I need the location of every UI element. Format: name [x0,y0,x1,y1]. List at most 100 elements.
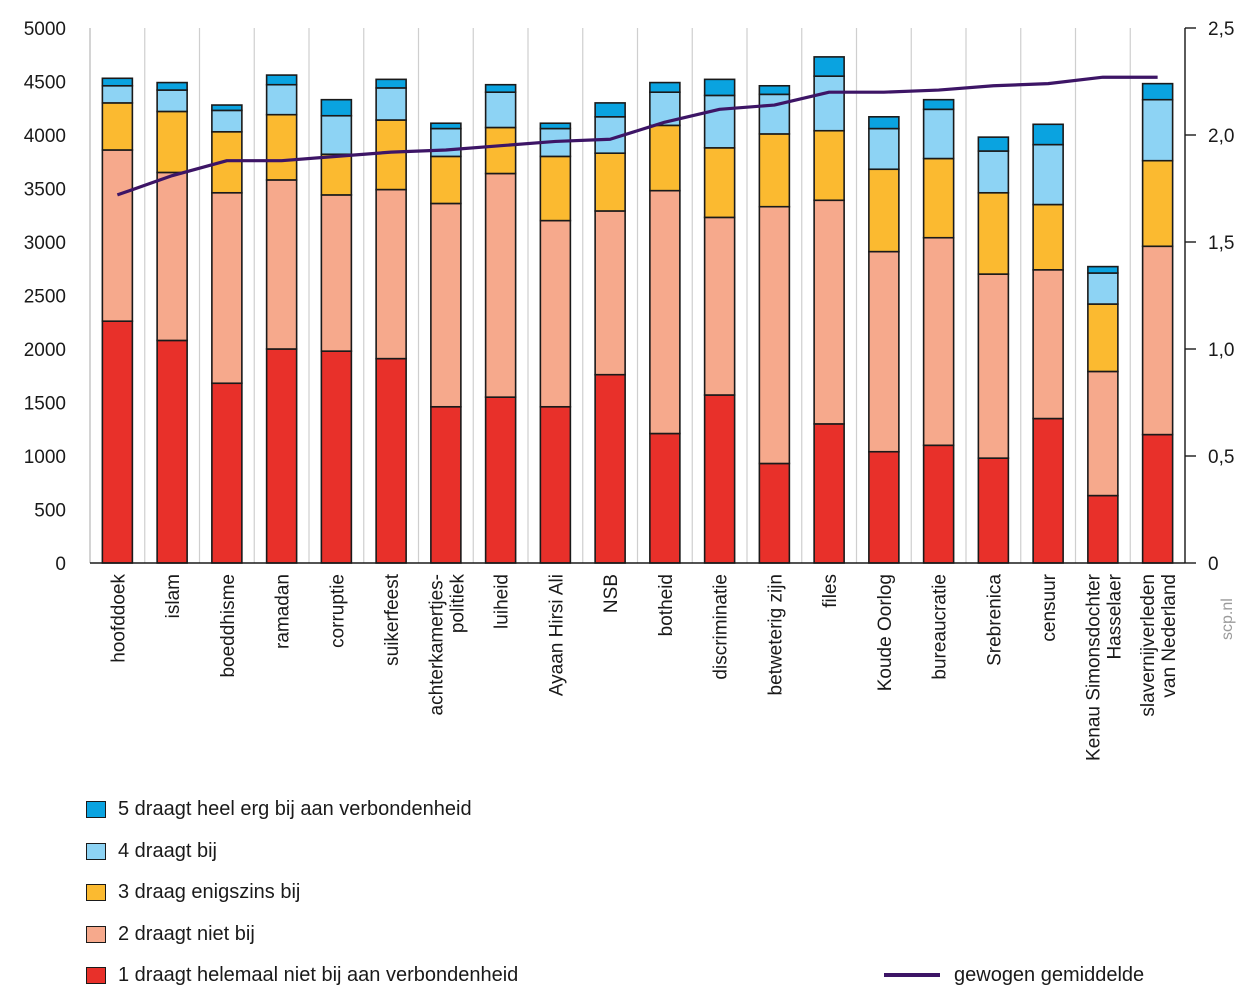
bar-segment-4 [376,88,406,120]
bar-segment-5 [650,83,680,93]
bar-segment-3 [1033,205,1063,270]
legend-swatch-1 [86,967,106,984]
category-label: betweterig zijn [765,574,786,695]
y-left-tick-label: 500 [34,501,66,522]
legend-label-4: 4 draagt bij [118,840,217,863]
bar-segment-5 [924,100,954,110]
legend-line-swatch [884,973,940,977]
bar-segment-2 [595,211,625,375]
category-label: boeddhisme [218,574,239,678]
grid-lines [90,28,1185,563]
category-label: suikerfeest [382,573,403,666]
bar-segment-4 [431,129,461,157]
category-label: censuur [1039,573,1060,641]
y-left-tick-label: 0 [55,554,66,575]
bar-segment-5 [486,85,516,92]
bar-segment-3 [650,125,680,190]
bar-segment-2 [431,203,461,406]
y-left-tick-label: 4000 [24,126,66,147]
bar-segment-3 [540,156,570,220]
category-label: Ayaan Hirsi Ali [546,574,567,696]
legend-line-label: gewogen gemiddelde [954,964,1144,987]
bar-segment-4 [102,86,132,103]
y-left-tick-label: 1000 [24,447,66,468]
legend-label-1: 1 draagt helemaal niet bij aan verbonden… [118,964,518,987]
bar-segment-4 [705,95,735,147]
bar-segment-5 [869,117,899,129]
bar-segment-1 [157,340,187,563]
bar-segment-3 [431,156,461,203]
bar-segment-4 [814,76,844,131]
bar-segment-4 [1143,100,1173,161]
y-left-tick-label: 5000 [24,19,66,40]
category-label: islam [163,574,184,618]
legend-item-4: 4 draagt bij [86,837,217,865]
category-label: ramadan [273,574,294,649]
bar-segment-3 [376,120,406,190]
y-right-tick-label: 2,0 [1208,126,1234,147]
bar-segment-5 [102,78,132,85]
legend-item-5: 5 draagt heel erg bij aan verbondenheid [86,795,472,823]
bar-segment-5 [267,75,297,85]
legend-swatch-4 [86,843,106,860]
category-label: botheid [656,574,677,636]
bar-segment-1 [376,359,406,563]
bar-segment-3 [1088,304,1118,371]
category-label: achterkamertjes- [426,574,447,716]
bar-segment-4 [759,94,789,134]
bar-segment-1 [924,445,954,563]
bar-segment-1 [1143,435,1173,563]
bar-segment-5 [759,86,789,95]
bar-segment-2 [650,191,680,434]
bar-segment-1 [705,395,735,563]
y-left-tick-label: 2500 [24,287,66,308]
bar-segment-5 [212,105,242,110]
bar-segment-2 [814,200,844,424]
bar-segment-3 [705,148,735,218]
category-label: luiheid [492,574,513,629]
y-left-tick-label: 4500 [24,73,66,94]
y-left-tick-label: 1500 [24,394,66,415]
bar-segment-1 [212,383,242,563]
category-label: discriminatie [711,574,732,680]
bar-segment-4 [321,116,351,155]
y-left-tick-label: 3000 [24,233,66,254]
bar-segment-5 [431,123,461,128]
legend-label-2: 2 draagt niet bij [118,923,255,946]
bar-segment-1 [814,424,844,563]
bar-segment-1 [486,397,516,563]
bar-segment-3 [486,128,516,174]
bar-segment-2 [486,174,516,398]
source-credit: scp.nl [1219,598,1236,640]
y-right-tick-label: 0 [1208,554,1219,575]
category-label: van Nederland [1159,574,1180,698]
legend-item-1: 1 draagt helemaal niet bij aan verbonden… [86,961,518,989]
bar-segment-2 [869,252,899,452]
bar-segment-2 [759,207,789,464]
bar-segment-2 [267,180,297,349]
bar-segment-1 [650,434,680,563]
bar-segment-3 [321,154,351,195]
bar-segment-3 [157,111,187,172]
bar-segment-2 [1088,371,1118,495]
bar-segment-2 [157,172,187,340]
bar-segment-2 [376,190,406,359]
bar-segment-2 [1033,270,1063,419]
legend-swatch-3 [86,884,106,901]
bar-segment-1 [1088,496,1118,563]
category-label: corruptie [327,574,348,648]
category-label: Srebrenica [984,574,1005,666]
legend-swatch-2 [86,926,106,943]
category-label: NSB [601,574,622,613]
bar-segment-4 [869,129,899,170]
bar-segment-2 [705,217,735,395]
category-label: files [820,574,841,608]
bar-segment-3 [869,169,899,251]
bar-segment-4 [1088,273,1118,304]
bar-segment-5 [157,83,187,90]
bar-segment-1 [978,458,1008,563]
legend-label-5: 5 draagt heel erg bij aan verbondenheid [118,798,472,821]
y-left-tick-label: 2000 [24,340,66,361]
